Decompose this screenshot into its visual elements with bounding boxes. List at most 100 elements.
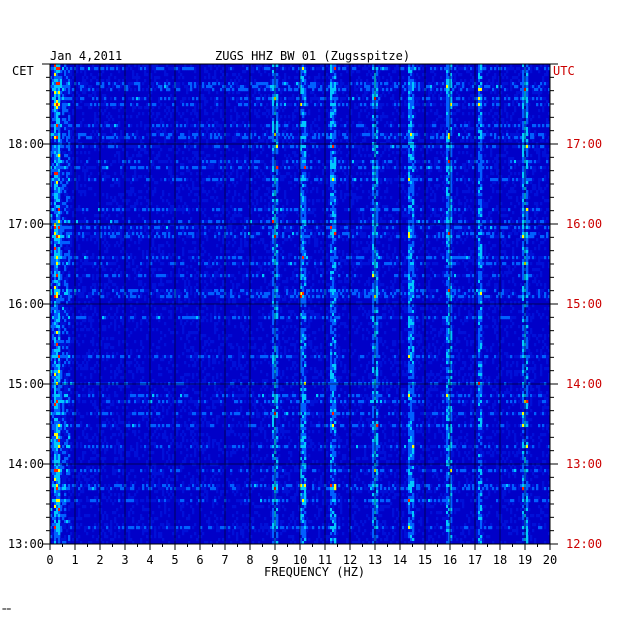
spectrogram-cell [366,115,369,119]
spectrogram-cell [540,91,543,95]
spectrogram-cell [188,67,191,71]
spectrogram-cell [472,79,475,83]
spectrogram-cell [90,136,93,140]
spectrogram-cell [300,151,303,155]
spectrogram-cell [376,175,379,179]
spectrogram-cell [426,103,429,107]
spectrogram-cell [448,136,451,140]
spectrogram-cell [500,190,503,194]
spectrogram-cell [322,169,325,173]
spectrogram-cell [278,82,281,86]
spectrogram-cell [296,145,299,149]
spectrogram-cell [250,133,253,137]
spectrogram-cell [132,103,135,107]
spectrogram-cell [246,157,249,161]
spectrogram-cell [428,97,431,101]
spectrogram-cell [464,178,467,182]
spectrogram-cell [286,160,289,164]
spectrogram-cell [410,73,413,77]
spectrogram-cell [60,85,63,89]
spectrogram-cell [288,103,291,107]
spectrogram-cell [98,88,101,92]
spectrogram-cell [294,85,297,89]
spectrogram-cell [54,178,57,182]
spectrogram-cell [490,154,493,158]
spectrogram-cell [208,91,211,95]
spectrogram-cell [334,88,337,92]
spectrogram-cell [112,208,115,212]
spectrogram-cell [198,85,201,89]
spectrogram-cell [358,121,361,125]
spectrogram-cell [304,202,307,206]
spectrogram-cell [244,160,247,164]
spectrogram-cell [90,73,93,77]
spectrogram-cell [416,193,419,197]
spectrogram-cell [86,169,89,173]
spectrogram-cell [376,184,379,188]
spectrogram-cell [332,112,335,116]
spectrogram-cell [108,79,111,83]
spectrogram-cell [432,67,435,71]
spectrogram-cell [66,187,69,191]
spectrogram-cell [412,178,415,182]
spectrogram-cell [428,100,431,104]
spectrogram-cell [382,76,385,80]
spectrogram-cell [464,130,467,134]
spectrogram-cell [322,163,325,167]
spectrogram-cell [522,82,525,86]
spectrogram-cell [114,82,117,86]
spectrogram-cell [548,172,551,176]
spectrogram-cell [120,103,123,107]
spectrogram-cell [326,133,329,137]
spectrogram-cell [304,79,307,83]
spectrogram-cell [262,139,265,143]
spectrogram-cell [68,115,71,119]
spectrogram-cell [68,145,71,149]
spectrogram-cell [116,124,119,128]
spectrogram-cell [354,154,357,158]
spectrogram-cell [272,100,275,104]
spectrogram-cell [230,79,233,83]
spectrogram-cell [218,166,221,170]
spectrogram-cell [60,163,63,167]
spectrogram-cell [412,85,415,89]
spectrogram-cell [426,97,429,101]
spectrogram-cell [368,64,371,68]
spectrogram-cell [254,181,257,185]
spectrogram-cell [344,172,347,176]
spectrogram-cell [408,169,411,173]
spectrogram-cell [130,193,133,197]
spectrogram-cell [266,193,269,197]
spectrogram-cell [132,187,135,191]
spectrogram-cell [450,130,453,134]
spectrogram-cell [300,196,303,200]
spectrogram-cell [76,208,79,212]
spectrogram-cell [146,208,149,212]
spectrogram-cell [366,91,369,95]
spectrogram-cell [98,139,101,143]
spectrogram-cell [300,175,303,179]
spectrogram-cell [154,67,157,71]
spectrogram-cell [412,67,415,71]
spectrogram-cell [168,178,171,182]
spectrogram-cell [528,103,531,107]
spectrogram-cell [472,88,475,92]
spectrogram-cell [116,67,119,71]
spectrogram-cell [370,193,373,197]
spectrogram-cell [270,82,273,86]
spectrogram-cell [86,103,89,107]
spectrogram-cell [462,112,465,116]
spectrogram-cell [472,67,475,71]
spectrogram-cell [364,94,367,98]
spectrogram-cell [412,136,415,140]
spectrogram-cell [498,82,501,86]
spectrogram-cell [268,178,271,182]
spectrogram-cell [220,70,223,74]
spectrogram-cell [60,118,63,122]
spectrogram-cell [464,202,467,206]
spectrogram-cell [56,139,59,143]
spectrogram-cell [52,169,55,173]
spectrogram-cell [194,136,197,140]
spectrogram-cell [488,70,491,74]
spectrogram-cell [76,181,79,185]
